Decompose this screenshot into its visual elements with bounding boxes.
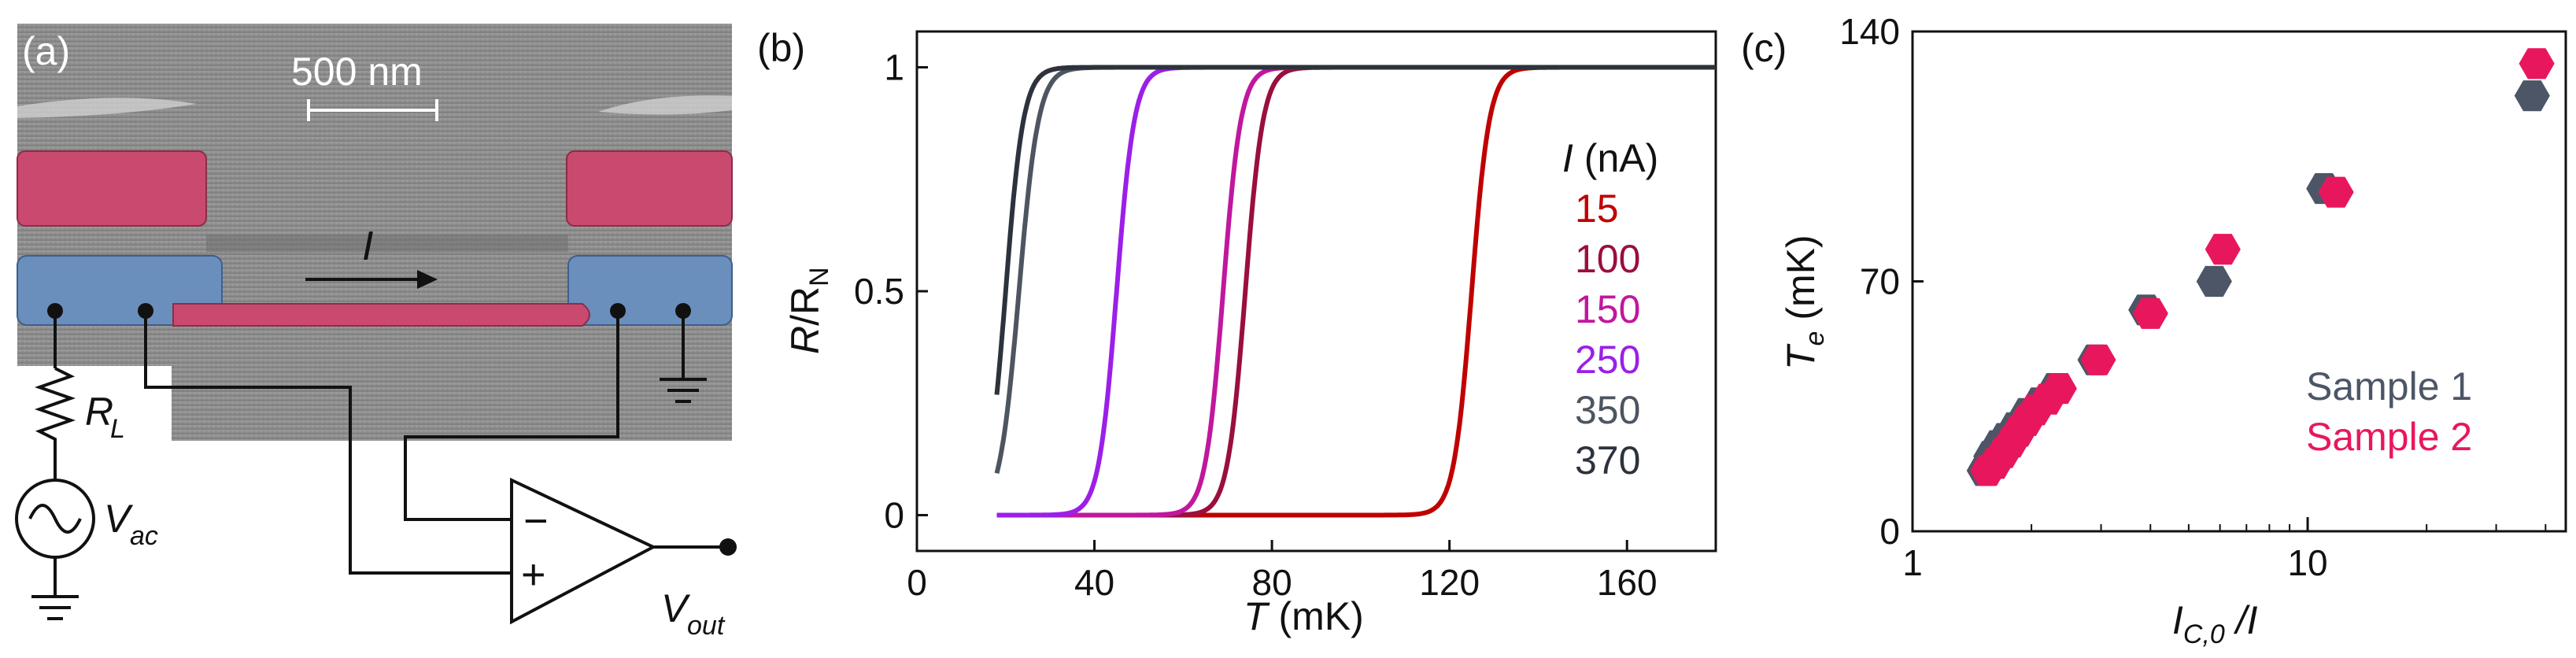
b-xlabel: T (mK) bbox=[1244, 594, 1364, 638]
source-sub: ac bbox=[130, 521, 158, 551]
legend-sample-1: Sample 1 bbox=[2306, 364, 2472, 408]
output-label: V bbox=[661, 586, 691, 630]
legend-entry-250: 250 bbox=[1575, 338, 1640, 382]
ac-source bbox=[15, 479, 95, 559]
sem-image-lower bbox=[172, 366, 732, 441]
circuit-wires bbox=[54, 311, 728, 597]
point-sample-2 bbox=[2132, 298, 2168, 329]
c-ytick-label: 0 bbox=[1879, 511, 1900, 552]
contact-dots bbox=[47, 303, 737, 556]
source-label: V bbox=[104, 497, 134, 541]
panel-a: (a) 500 nm I bbox=[15, 24, 737, 641]
c-ylabel: Te (mK) bbox=[1779, 235, 1830, 370]
scale-bar bbox=[307, 99, 438, 121]
current-arrow bbox=[305, 270, 438, 289]
c-ticks: 1 10 0 70 140 bbox=[1839, 11, 2547, 583]
point-sample-1 bbox=[2196, 265, 2232, 298]
legend-title: I (nA) bbox=[1562, 136, 1658, 180]
resistor-label: R bbox=[85, 390, 113, 434]
c-points bbox=[1966, 48, 2555, 486]
point-sample-2 bbox=[2080, 344, 2116, 375]
blue-lead-left bbox=[17, 255, 223, 326]
panel-b-label: (b) bbox=[757, 26, 805, 70]
c-xtick-label: 1 bbox=[1902, 542, 1923, 583]
point-sample-2 bbox=[2041, 373, 2077, 405]
b-xtick-label: 160 bbox=[1597, 562, 1658, 603]
red-lead-left bbox=[17, 150, 207, 227]
ground-icon-right bbox=[660, 378, 707, 403]
point-sample-2 bbox=[2205, 234, 2241, 265]
load-resistor bbox=[34, 367, 76, 449]
ground-icon-left bbox=[31, 595, 79, 620]
series-line-370 bbox=[994, 65, 1717, 395]
blue-lead-right bbox=[567, 255, 733, 326]
b-xtick-label: 80 bbox=[1252, 562, 1292, 603]
c-xlabel: IC,0 /I bbox=[2172, 598, 2258, 649]
b-ytick-label: 1 bbox=[884, 47, 904, 88]
b-xtick-label: 40 bbox=[1074, 562, 1114, 603]
b-xtick-label: 120 bbox=[1419, 562, 1480, 603]
c-xtick-label: 10 bbox=[2287, 542, 2327, 583]
point-sample-1 bbox=[2514, 80, 2550, 112]
b-ticks: 0 40 80 120 160 0 0.5 1 bbox=[854, 47, 1658, 603]
current-label: I bbox=[362, 224, 373, 269]
op-amp-minus: − bbox=[523, 497, 549, 545]
panel-b: (b) 0 40 80 120 160 0 0.5 1 T (mK) R/RN I (nA) … bbox=[757, 26, 1717, 638]
scale-bar-label: 500 nm bbox=[291, 50, 423, 94]
upper-left-probe bbox=[17, 98, 197, 118]
op-amp bbox=[510, 477, 657, 625]
b-ytick-label: 0 bbox=[884, 494, 904, 535]
panel-c-label: (c) bbox=[1741, 26, 1787, 70]
legend-entry-370: 370 bbox=[1575, 438, 1640, 482]
point-sample-2 bbox=[2318, 176, 2354, 208]
legend-entry-150: 150 bbox=[1575, 287, 1640, 331]
legend-sample-2: Sample 2 bbox=[2306, 415, 2472, 459]
bridge-shadow bbox=[206, 235, 568, 252]
output-sub: out bbox=[687, 611, 726, 641]
red-nanowire bbox=[172, 303, 590, 327]
resistor-sub: L bbox=[110, 414, 125, 444]
legend-entry-100: 100 bbox=[1575, 237, 1640, 281]
op-amp-plus: + bbox=[521, 551, 546, 598]
panel-a-label: (a) bbox=[22, 29, 70, 73]
legend-entry-15: 15 bbox=[1575, 187, 1619, 231]
upper-right-probe bbox=[598, 95, 732, 115]
b-legend: I (nA) 15 100 150 250 350 370 bbox=[1562, 136, 1658, 482]
legend-entry-350: 350 bbox=[1575, 388, 1640, 432]
red-lead-right bbox=[566, 150, 733, 227]
c-ytick-label: 140 bbox=[1839, 11, 1900, 52]
ac-symbol bbox=[28, 504, 82, 534]
b-xtick-label: 0 bbox=[907, 562, 927, 603]
b-ytick-label: 0.5 bbox=[854, 271, 904, 312]
point-sample-2 bbox=[2519, 48, 2555, 79]
c-legend: Sample 1 Sample 2 bbox=[2306, 364, 2472, 459]
b-ylabel: R/RN bbox=[783, 267, 834, 354]
b-curves bbox=[994, 65, 1717, 518]
c-ytick-label: 70 bbox=[1860, 261, 1900, 302]
